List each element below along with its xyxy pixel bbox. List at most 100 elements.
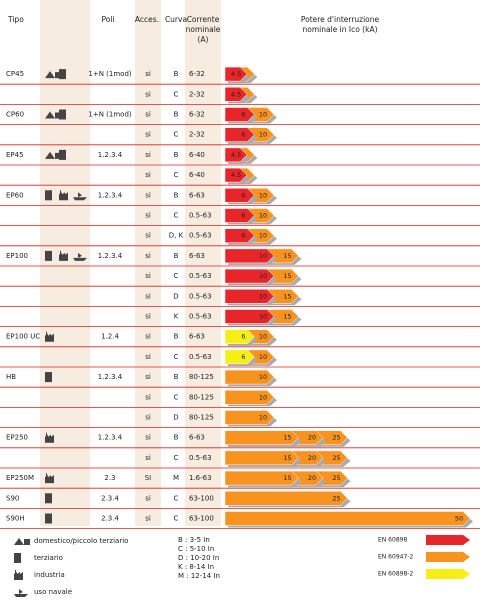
tipo: CP60 <box>6 111 24 119</box>
rating-arrow <box>224 450 299 466</box>
acces: si <box>145 151 151 159</box>
tipo: S90 <box>6 494 19 502</box>
curva: C <box>174 131 179 139</box>
acces: si <box>145 272 151 280</box>
rating-label: 15 <box>283 434 291 442</box>
corrente: 6-40 <box>189 151 205 159</box>
rating-label: 10 <box>259 353 267 361</box>
legend-use: uso navale <box>34 588 72 596</box>
curva: B <box>174 111 179 119</box>
rating-label: 10 <box>259 232 267 240</box>
rating-label: 15 <box>283 272 291 280</box>
icon-terziario <box>14 553 21 563</box>
curva: B <box>174 252 179 260</box>
legend-standard: EN 60898-2 <box>378 571 413 578</box>
tipo: EP100 UC <box>6 333 40 341</box>
icon-navale <box>73 192 87 201</box>
corrente: 6-40 <box>189 171 205 179</box>
rating-label: 25 <box>332 434 340 442</box>
rating-arrow <box>224 127 255 142</box>
rating-label: 4.5 <box>231 90 241 98</box>
curva: K <box>174 313 179 321</box>
icon-terziario <box>45 372 52 383</box>
corrente: 0.5-63 <box>189 353 212 361</box>
acces: si <box>145 414 151 422</box>
corrente: 6-32 <box>189 111 205 119</box>
rating-label: 6 <box>241 191 245 199</box>
header-corrente: (A) <box>198 35 209 44</box>
icon-terziario <box>45 513 52 524</box>
rating-label: 6 <box>241 212 245 220</box>
icon-industria <box>45 473 54 484</box>
curva: B <box>174 151 179 159</box>
curva: B <box>174 333 179 341</box>
tipo: EP250 <box>6 434 28 442</box>
rating-arrow <box>224 491 348 506</box>
rating-arrow <box>224 248 275 264</box>
icon-domestic <box>14 538 30 545</box>
tipo: EP60 <box>6 191 24 199</box>
rating-arrow <box>224 511 471 526</box>
rating-label: 10 <box>259 313 267 321</box>
header-potere: Potere d'interruzione <box>301 15 380 24</box>
curva: D <box>173 414 178 422</box>
rating-arrow <box>224 309 275 324</box>
icon-terziario <box>45 190 52 201</box>
header-acces: Acces. <box>135 15 159 24</box>
curva: C <box>174 515 179 523</box>
poli: 1.2.3.4 <box>98 373 123 381</box>
acces: si <box>145 515 151 523</box>
corrente: 2-32 <box>189 131 205 139</box>
poli: 1+N (1mod) <box>88 70 132 78</box>
legend-curve: C : 5-10 In <box>178 545 214 553</box>
acces: si <box>145 313 151 321</box>
acces: si <box>145 454 151 462</box>
legend-standard: EN 60898 <box>378 537 407 544</box>
acces: si <box>145 232 151 240</box>
tipo: S90H <box>6 515 25 523</box>
rating-arrow <box>224 430 299 445</box>
poli: 1+N (1mod) <box>88 111 132 119</box>
icon-domestic <box>45 151 61 159</box>
curva: B <box>174 70 179 78</box>
rating-label: 10 <box>259 212 267 220</box>
corrente: 0.5-63 <box>189 212 212 220</box>
corrente: 63-100 <box>189 494 214 502</box>
corrente: 6-63 <box>189 191 205 199</box>
legend-swatch <box>426 569 470 579</box>
corrente: 0.5-63 <box>189 313 212 321</box>
rating-label: 10 <box>259 131 267 139</box>
icon-domestic <box>45 111 61 119</box>
icon-terziario <box>59 69 66 80</box>
acces: si <box>145 353 151 361</box>
acces: si <box>145 292 151 300</box>
rating-label: 10 <box>259 393 267 401</box>
rating-label: 10 <box>259 252 267 260</box>
poli: 2.3.4 <box>101 494 119 502</box>
icon-industria <box>59 190 68 201</box>
rating-label: 15 <box>283 454 291 462</box>
poli: 1.2.3.4 <box>98 191 123 199</box>
header-corrente: nominale <box>186 25 221 34</box>
curva: C <box>174 90 179 98</box>
corrente: 2-32 <box>189 90 205 98</box>
curva: D <box>173 292 178 300</box>
rating-label: 4.5 <box>231 70 241 78</box>
rating-label: 6 <box>241 333 245 341</box>
rating-arrow <box>224 329 255 344</box>
poli: 2.3 <box>104 474 115 482</box>
icon-navale <box>73 252 87 261</box>
rating-label: 6 <box>241 111 245 119</box>
tipo: EP100 <box>6 252 28 260</box>
rating-label: 10 <box>259 191 267 199</box>
rating-arrow <box>224 188 255 203</box>
acces: si <box>145 252 151 260</box>
legend-swatch <box>426 552 470 562</box>
rating-label: 4.5 <box>231 171 241 179</box>
curva: B <box>174 191 179 199</box>
rating-arrow <box>224 390 275 405</box>
poli: 1.2.4 <box>101 333 119 341</box>
acces: si <box>145 171 151 179</box>
corrente: 0.5-63 <box>189 272 212 280</box>
legend-curve: M : 12-14 In <box>178 572 220 580</box>
